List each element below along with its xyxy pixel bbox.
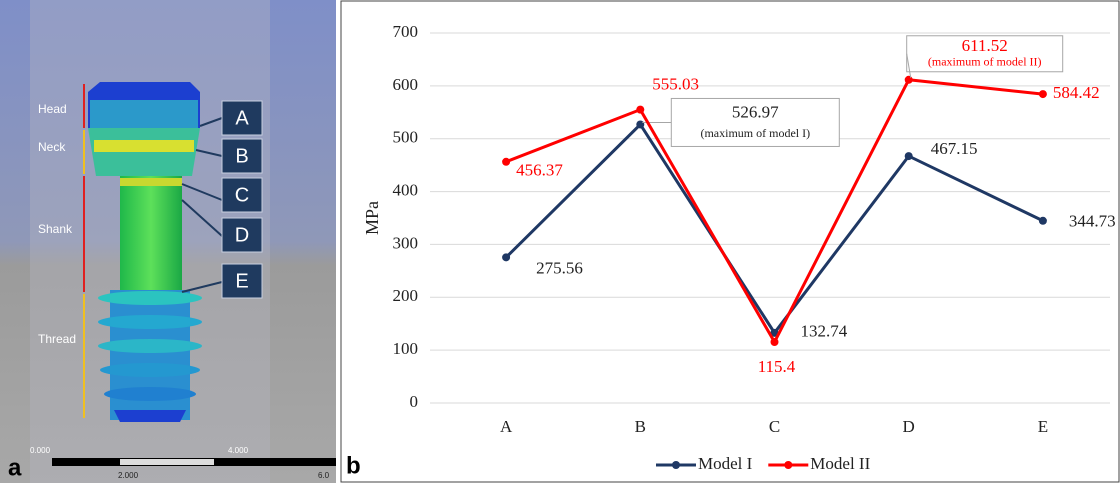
x-tick-label: C	[769, 417, 780, 436]
legend-label: Model I	[698, 454, 753, 473]
scale-bar	[52, 458, 336, 466]
screw-shank	[120, 176, 182, 294]
y-tick-label: 600	[393, 75, 419, 94]
panel-b-frame	[341, 1, 1119, 482]
y-tick-label: 200	[393, 286, 419, 305]
y-tick-label: 500	[393, 128, 419, 147]
screw-head-band	[90, 100, 198, 128]
point-label: B	[235, 145, 248, 167]
point	[636, 106, 644, 114]
annotation: (maximum of model I)	[700, 126, 810, 140]
data-label: 555.03	[652, 75, 699, 94]
y-axis-label: MPa	[362, 201, 382, 235]
screw-neck-band	[94, 140, 194, 152]
region-label: Shank	[38, 222, 73, 236]
y-tick-label: 300	[393, 233, 419, 252]
scale-label: 0.000	[30, 446, 51, 455]
x-tick-label: A	[500, 417, 513, 436]
point-label: C	[235, 184, 249, 206]
data-label: 115.4	[758, 357, 796, 376]
y-tick-label: 0	[410, 392, 419, 411]
annotation: (maximum of model II)	[928, 55, 1042, 69]
point	[636, 120, 644, 128]
scale-label: 4.000	[228, 446, 249, 455]
y-tick-label: 100	[393, 339, 419, 358]
data-label: 526.97	[732, 103, 779, 122]
y-tick-label: 400	[393, 180, 419, 199]
region-label: Head	[38, 102, 67, 116]
screw-thread	[98, 290, 202, 422]
scale-label: 6.0	[318, 471, 330, 480]
point	[771, 338, 779, 346]
legend-label: Model II	[810, 454, 870, 473]
point-label: A	[235, 107, 249, 129]
point	[502, 158, 510, 166]
screw-shank-band	[120, 178, 182, 186]
legend-marker	[784, 461, 792, 469]
region-label: Thread	[38, 332, 76, 346]
data-label: 611.52	[962, 36, 1008, 55]
point	[1039, 90, 1047, 98]
point	[905, 152, 913, 160]
data-label: 456.37	[516, 161, 563, 180]
region-label: Neck	[38, 140, 66, 154]
point	[905, 76, 913, 84]
y-tick-label: 700	[393, 22, 419, 41]
legend-marker	[672, 461, 680, 469]
scale-label: 2.000	[118, 471, 139, 480]
data-label: 132.74	[801, 322, 848, 341]
panel-label: a	[8, 454, 22, 481]
x-tick-label: E	[1038, 417, 1048, 436]
point	[1039, 217, 1047, 225]
point-label: D	[235, 224, 249, 246]
data-label: 584.42	[1053, 83, 1100, 102]
data-label: 344.73	[1069, 212, 1116, 231]
point-label: E	[235, 270, 248, 292]
data-label: 467.15	[931, 139, 978, 158]
data-label: 275.56	[536, 258, 583, 277]
panel-label: b	[346, 452, 361, 479]
figure: HeadNeckShankThread ABCDE 0.000 2.000 4.…	[0, 0, 1120, 483]
point	[502, 253, 510, 261]
x-tick-label: D	[903, 417, 915, 436]
x-tick-label: B	[635, 417, 646, 436]
